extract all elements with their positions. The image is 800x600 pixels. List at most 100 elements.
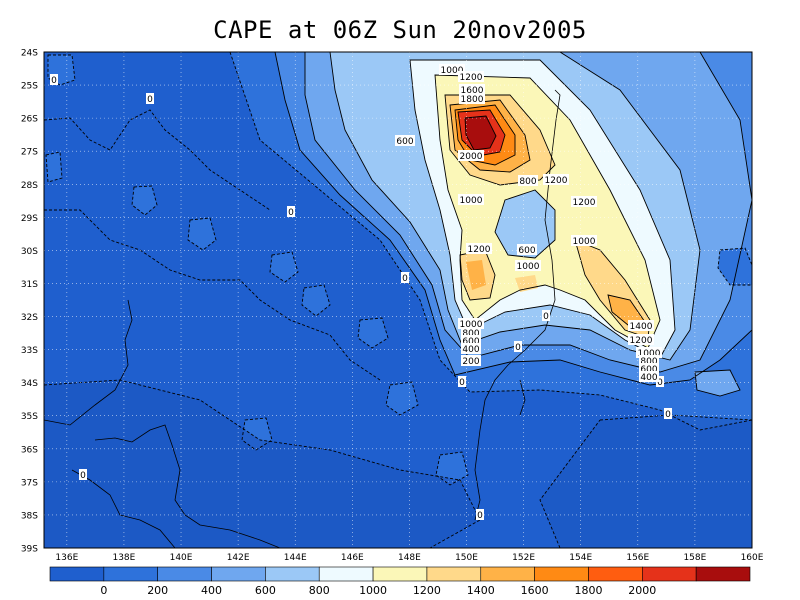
contour-label-text: 1600 <box>461 86 484 96</box>
contour-label: 600 <box>395 135 415 147</box>
contour-label-text: 0 <box>477 511 483 521</box>
colorbar-swatch <box>49 566 105 582</box>
contour-label-text: 0 <box>51 76 57 86</box>
contour-label-text: 0 <box>459 378 465 388</box>
colorbar-label: 1000 <box>359 584 387 597</box>
contour-label-text: 1000 <box>573 237 596 247</box>
contour-label: 600 <box>639 363 659 375</box>
contour-label: 0 <box>50 74 58 86</box>
contour-label: 2000 <box>458 150 484 162</box>
contour-label-text: 0 <box>288 208 294 218</box>
colorbar-label: 600 <box>255 584 276 597</box>
contour-label: 0 <box>458 376 466 388</box>
contour-label: 0 <box>514 341 522 353</box>
latitude-label: 31S <box>21 280 38 290</box>
contour-label: 1200 <box>458 71 484 83</box>
colorbar-label: 2000 <box>628 584 656 597</box>
contour-label: 1600 <box>459 84 485 96</box>
contour-label-text: 2000 <box>460 152 483 162</box>
longitude-label: 148E <box>398 553 421 563</box>
contour-label: 0 <box>664 408 672 420</box>
colorbar-label: 200 <box>147 584 168 597</box>
contour-label-text: 800 <box>519 177 536 187</box>
band-2000-plus <box>465 116 496 150</box>
contour-label: 600 <box>461 335 481 347</box>
colorbar-swatch <box>265 566 320 582</box>
latitude-label: 26S <box>21 115 38 125</box>
contour-label: 1000 <box>439 64 465 76</box>
contour-label-text: 0 <box>80 471 86 481</box>
contour-label-text: 400 <box>640 373 657 383</box>
colorbar-label: 1200 <box>413 584 441 597</box>
contour-label-text: 600 <box>396 137 413 147</box>
latitude-label: 37S <box>21 478 38 488</box>
contour-label: 1000 <box>636 347 662 359</box>
contour-label-text: 1000 <box>460 196 483 206</box>
contour-label: 0 <box>656 376 664 388</box>
contour-label-text: 1200 <box>573 198 596 208</box>
contour-label: 600 <box>517 244 537 256</box>
contour-label: 0 <box>401 272 409 284</box>
contour-label-text: 800 <box>640 357 657 367</box>
colorbar-swatch <box>372 566 428 582</box>
grid <box>44 52 752 548</box>
longitude-labels: 136E 138E 140E 142E 144E 146E 148E 150E 152E 154E… <box>55 553 763 563</box>
contour-label-text: 1200 <box>545 176 568 186</box>
colorbar: 0 200 400 600 800 1000 1200 1400 1600 1800 2000 <box>49 566 751 597</box>
colorbar-swatch <box>426 566 482 582</box>
colorbar-swatch <box>157 566 212 582</box>
colorbar-label: 0 <box>100 584 107 597</box>
contour-label-text: 1400 <box>630 322 653 332</box>
longitude-label: 150E <box>455 553 478 563</box>
colorbar-swatch <box>588 566 643 582</box>
contour-label: 800 <box>639 355 659 367</box>
latitude-label: 36S <box>21 445 38 455</box>
longitude-label: 158E <box>683 553 706 563</box>
longitude-label: 136E <box>55 553 78 563</box>
colorbar-swatch <box>211 566 266 582</box>
contour-label: 1400 <box>628 320 654 332</box>
contour-label: 0 <box>79 469 87 481</box>
contour-label: 0 <box>146 93 154 105</box>
contour-label-text: 600 <box>462 337 479 347</box>
longitude-label: 152E <box>512 553 535 563</box>
latitude-label: 27S <box>21 148 38 158</box>
latitude-label: 39S <box>21 545 38 555</box>
contour-label-text: 0 <box>543 312 549 322</box>
longitude-label: 140E <box>170 553 193 563</box>
band-1400-1600-east <box>608 295 645 325</box>
latitude-label: 29S <box>21 214 38 224</box>
colorbar-label: 1600 <box>521 584 549 597</box>
contour-label: 1000 <box>458 194 484 206</box>
contour-label: 1000 <box>458 318 484 330</box>
longitude-label: 154E <box>569 553 592 563</box>
contour-label: 1000 <box>571 235 597 247</box>
latitude-label: 28S <box>21 181 38 191</box>
contour-label: 800 <box>518 175 538 187</box>
map-title: CAPE at 06Z Sun 20nov2005 <box>213 16 587 44</box>
colorbar-label: 400 <box>201 584 222 597</box>
western-cells <box>46 55 752 485</box>
contour-label: 1800 <box>459 93 485 105</box>
contour-label-text: 0 <box>665 410 671 420</box>
minimum-800 <box>495 190 555 258</box>
contour-label: 400 <box>461 343 481 355</box>
longitude-label: 138E <box>112 553 135 563</box>
contour-label: 1200 <box>466 243 492 255</box>
contour-label: 200 <box>461 355 481 367</box>
latitude-label: 30S <box>21 247 38 257</box>
coastline <box>44 89 561 548</box>
longitude-label: 144E <box>284 553 307 563</box>
contour-lines <box>274 52 752 397</box>
colorbar-swatch <box>318 566 374 582</box>
contour-label-text: 1000 <box>441 66 464 76</box>
colorbar-swatch <box>695 566 751 582</box>
longitude-label: 146E <box>341 553 364 563</box>
longitude-label: 142E <box>227 553 250 563</box>
contour-label: 0 <box>542 310 550 322</box>
contour-label-text: 400 <box>462 345 479 355</box>
cape-field <box>44 52 752 548</box>
